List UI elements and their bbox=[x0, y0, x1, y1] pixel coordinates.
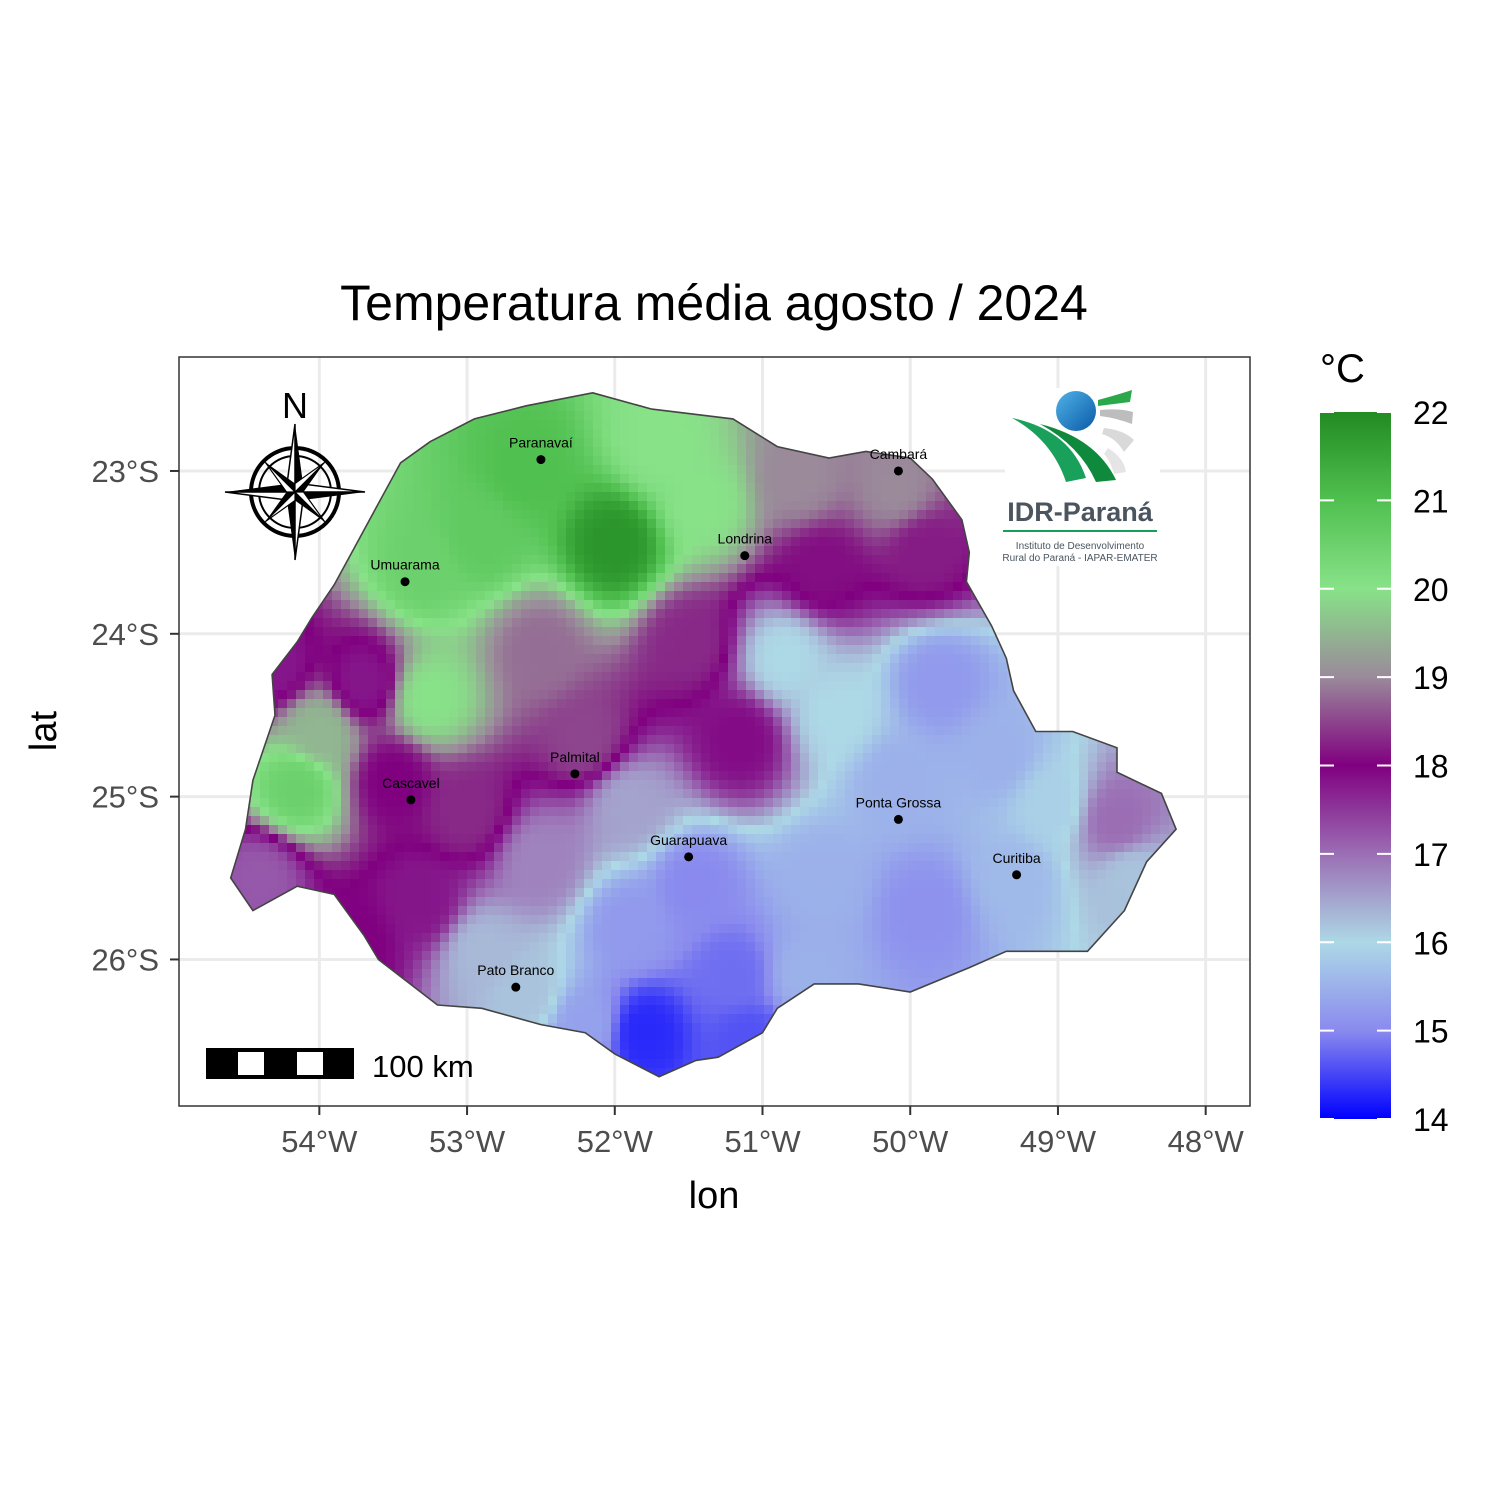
logo-subtitle-2: Rural do Paraná - IAPAR-EMATER bbox=[1002, 553, 1157, 564]
legend-tick-label: 17 bbox=[1413, 837, 1449, 873]
x-axis-title: lon bbox=[689, 1175, 740, 1217]
legend-ticks: 22 21 20 19 18 17 16 15 14 bbox=[1320, 395, 1449, 1138]
y-tick-label: 25°S bbox=[91, 780, 159, 815]
legend-tick-label: 19 bbox=[1413, 660, 1449, 696]
x-tick-label: 54°W bbox=[281, 1124, 358, 1159]
legend-tick-label: 15 bbox=[1413, 1014, 1449, 1050]
x-tick-label: 50°W bbox=[872, 1124, 949, 1159]
map-title: Temperatura média agosto / 2024 bbox=[340, 275, 1088, 331]
legend-tick-label: 20 bbox=[1413, 572, 1449, 608]
x-tick-label: 49°W bbox=[1020, 1124, 1097, 1159]
legend-tick-label: 21 bbox=[1413, 483, 1449, 519]
north-arrow-icon bbox=[224, 423, 366, 561]
x-tick-label: 51°W bbox=[724, 1124, 801, 1159]
city-label: Cascavel bbox=[382, 775, 440, 791]
idr-parana-logo bbox=[1003, 388, 1160, 566]
city-label: Londrina bbox=[718, 531, 773, 547]
city-point bbox=[570, 769, 580, 779]
x-tick-label: 53°W bbox=[429, 1124, 506, 1159]
scale-bar-label: 100 km bbox=[372, 1049, 474, 1084]
y-axis-title: lat bbox=[23, 710, 65, 751]
legend-tick-label: 16 bbox=[1413, 925, 1449, 961]
scale-bar bbox=[206, 1048, 354, 1079]
city-label: Curitiba bbox=[992, 850, 1040, 866]
city-label: Cambará bbox=[870, 446, 928, 462]
city-point bbox=[406, 795, 416, 805]
city-label: Guarapuava bbox=[650, 832, 727, 848]
city-label: Ponta Grossa bbox=[856, 794, 942, 810]
city-point bbox=[511, 982, 521, 992]
y-tick-label: 23°S bbox=[91, 454, 159, 489]
legend-tick-label: 22 bbox=[1413, 395, 1449, 431]
legend-tick-label: 18 bbox=[1413, 749, 1449, 785]
y-tick-label: 24°S bbox=[91, 617, 159, 652]
city-point bbox=[893, 466, 903, 476]
city-label: Umuarama bbox=[370, 557, 439, 573]
x-tick-label: 48°W bbox=[1168, 1124, 1245, 1159]
city-label: Palmital bbox=[550, 749, 600, 765]
logo-subtitle-1: Instituto de Desenvolvimento bbox=[1016, 541, 1145, 552]
y-tick-label: 26°S bbox=[91, 942, 159, 977]
city-markers: Paranavaí Cambará Londrina Umuarama Palmital… bbox=[370, 435, 1041, 992]
x-tick-label: 52°W bbox=[577, 1124, 654, 1159]
city-point bbox=[536, 455, 546, 465]
x-axis: 54°W 53°W 52°W 51°W 50°W 49°W 48°W bbox=[281, 1106, 1244, 1159]
north-label: N bbox=[282, 385, 308, 426]
legend-tick-label: 14 bbox=[1413, 1102, 1449, 1138]
city-label: Paranavaí bbox=[509, 435, 573, 451]
legend-title: °C bbox=[1320, 347, 1365, 391]
logo-name: IDR-Paraná bbox=[1007, 497, 1154, 527]
city-point bbox=[740, 551, 750, 561]
city-point bbox=[400, 577, 410, 587]
y-axis: 23°S 24°S 25°S 26°S bbox=[91, 454, 179, 977]
panel-border bbox=[178, 356, 1251, 1107]
city-point bbox=[1012, 870, 1022, 880]
city-label: Pato Branco bbox=[477, 962, 554, 978]
city-point bbox=[684, 852, 694, 862]
city-point bbox=[893, 814, 903, 824]
state-boundary bbox=[229, 391, 1178, 1078]
